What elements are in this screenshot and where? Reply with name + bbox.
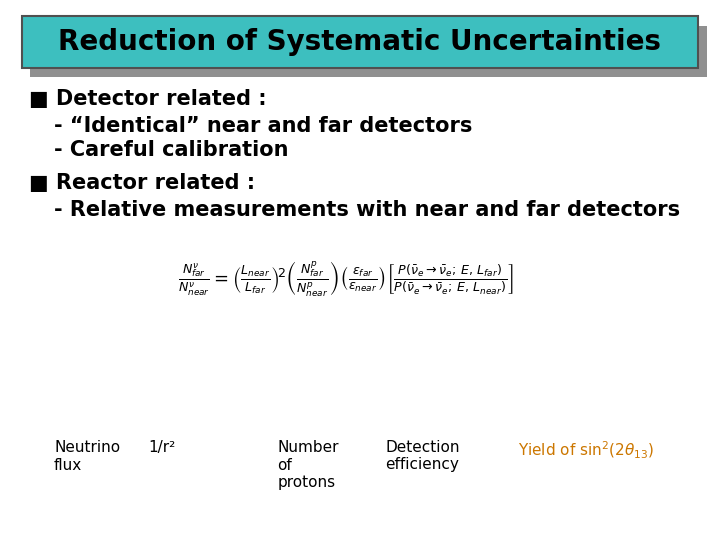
Text: - “Identical” near and far detectors: - “Identical” near and far detectors — [54, 116, 472, 136]
Text: Detection
efficiency: Detection efficiency — [385, 440, 459, 472]
Text: - Careful calibration: - Careful calibration — [54, 140, 289, 160]
Text: 1/r²: 1/r² — [148, 440, 176, 455]
FancyBboxPatch shape — [30, 26, 707, 77]
Text: $\frac{N^{\nu}_{far}}{N^{\nu}_{near}} = \left(\frac{L_{near}}{L_{far}}\right)^{\: $\frac{N^{\nu}_{far}}{N^{\nu}_{near}} = … — [178, 259, 513, 298]
Text: Yield of $\mathrm{sin}^2(2\theta_{13})$: Yield of $\mathrm{sin}^2(2\theta_{13})$ — [518, 440, 654, 461]
Text: Reduction of Systematic Uncertainties: Reduction of Systematic Uncertainties — [58, 28, 662, 56]
Text: Number
of
protons: Number of protons — [277, 440, 338, 490]
Text: ■ Detector related :: ■ Detector related : — [29, 89, 266, 109]
FancyBboxPatch shape — [22, 16, 698, 68]
Text: ■ Reactor related :: ■ Reactor related : — [29, 173, 255, 193]
Text: - Relative measurements with near and far detectors: - Relative measurements with near and fa… — [54, 200, 680, 220]
Text: Neutrino
flux: Neutrino flux — [54, 440, 120, 472]
